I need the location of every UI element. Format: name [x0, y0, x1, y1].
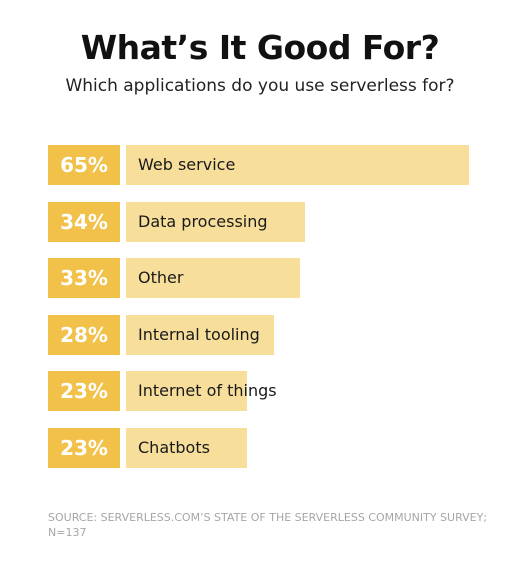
bar [126, 145, 469, 185]
bar [126, 371, 247, 411]
category-label: Web service [138, 155, 236, 174]
category-label: Other [138, 268, 184, 287]
bar [126, 258, 300, 298]
source-note: SOURCE: SERVERLESS.COM’S STATE OF THE SE… [48, 511, 488, 539]
category-label: Internet of things [138, 381, 277, 400]
bar [126, 202, 305, 242]
bar-row: 23% Internet of things [0, 371, 520, 411]
value-label: 33% [48, 258, 120, 298]
value-label: 65% [48, 145, 120, 185]
category-label: Data processing [138, 212, 268, 231]
value-label: 28% [48, 315, 120, 355]
bar-row: 33% Other [0, 258, 520, 298]
bar-row: 65% Web service [0, 145, 520, 185]
chart-subtitle: Which applications do you use serverless… [65, 76, 455, 96]
chart-title: What’s It Good For? [80, 28, 440, 67]
category-label: Internal tooling [138, 325, 260, 344]
value-label: 23% [48, 428, 120, 468]
bar-row: 34% Data processing [0, 202, 520, 242]
bar [126, 428, 247, 468]
bar-row: 28% Internal tooling [0, 315, 520, 355]
value-label: 23% [48, 371, 120, 411]
bar [126, 315, 274, 355]
bar-row: 23% Chatbots [0, 428, 520, 468]
value-label: 34% [48, 202, 120, 242]
category-label: Chatbots [138, 438, 210, 457]
